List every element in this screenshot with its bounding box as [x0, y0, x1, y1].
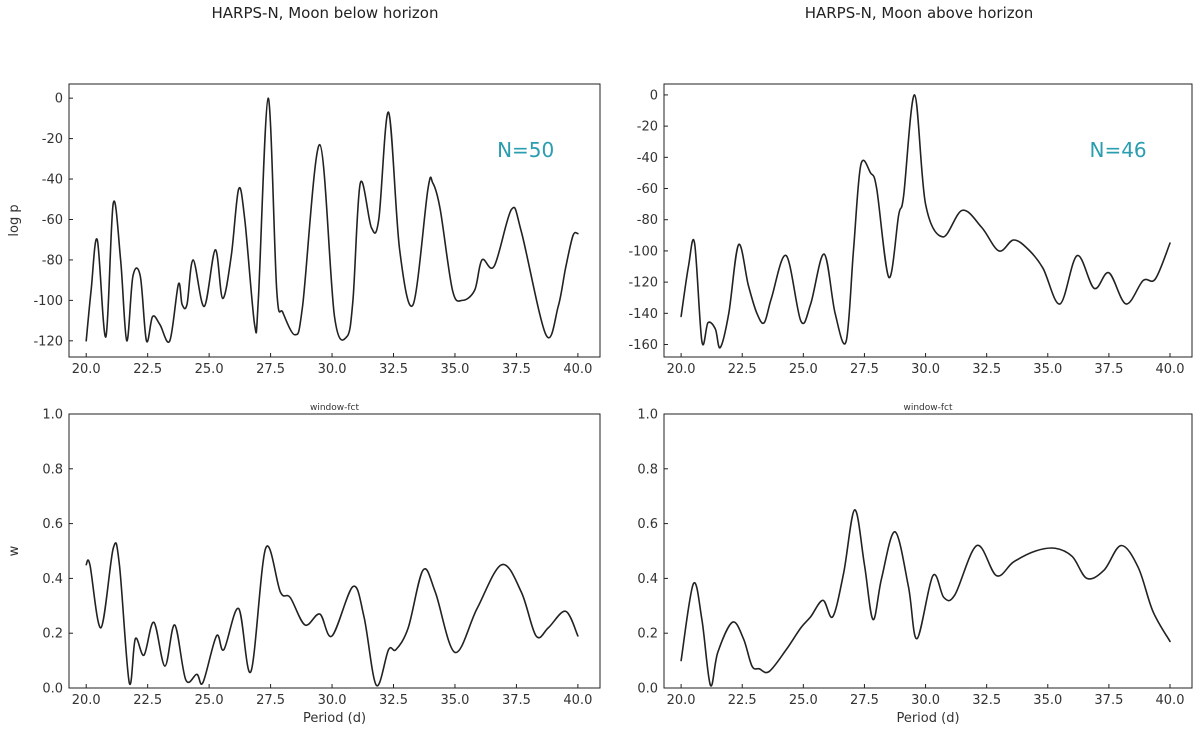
panel-logp-below-xtick-label: 37.5: [502, 362, 531, 377]
panel-window-below-ytick-label: 1.0: [42, 408, 63, 423]
panel-logp-below-ytick-label: 0: [55, 92, 63, 107]
panel-logp-above-annotation: N=46: [1089, 138, 1146, 162]
panel-logp-above-xtick-label: 32.5: [972, 362, 1001, 377]
panel-logp-below-xtick-label: 20.0: [72, 362, 101, 377]
panel-logp-below-xtick-label: 25.0: [195, 362, 224, 377]
panel-window-below-xtick-label: 35.0: [440, 693, 469, 708]
panel-window-above-ytick-label: 1.0: [637, 408, 658, 423]
panel-logp-below-xtick-label: 30.0: [318, 362, 347, 377]
panel-window-above-ytick-label: 0.0: [637, 682, 658, 697]
panel-window-below-xtick-label: 27.5: [256, 693, 285, 708]
panel-logp-above-ytick-label: 0: [650, 88, 658, 103]
panel-logp-above-xtick-label: 20.0: [667, 362, 696, 377]
panel-logp-below-xtick-label: 27.5: [256, 362, 285, 377]
panel-window-above-xtick-label: 32.5: [972, 693, 1001, 708]
panel-logp-below-frame: [68, 83, 601, 358]
panel-window-below-xtick-label: 25.0: [195, 693, 224, 708]
panel-window-below-title: window-fct: [310, 403, 360, 413]
panel-window-above-xtick-label: 37.5: [1094, 693, 1123, 708]
panel-window-below-ytick-label: 0.6: [42, 517, 63, 532]
panel-window-below-xtick-label: 30.0: [318, 693, 347, 708]
panel-logp-above-ytick-label: -60: [637, 182, 658, 197]
panel-window-below: 20.0 22.5 25.0 27.5 30.0 32.5 35.0 37.5 40.0 0.0 0…: [7, 403, 601, 726]
panel-logp-below-series-line: [85, 97, 579, 344]
panel-logp-above-xtick-label: 35.0: [1033, 362, 1062, 377]
panel-window-below-xtick-label: 22.5: [133, 693, 162, 708]
panel-logp-below-xtick-label: 35.0: [440, 362, 469, 377]
panel-logp-below-ytick-label: -80: [42, 253, 63, 268]
panel-window-above-xtick-label: 27.5: [850, 693, 879, 708]
panel-logp-above-ytick-label: -160: [628, 338, 658, 353]
panel-logp-above-xtick-label: 27.5: [850, 362, 879, 377]
panel-logp-above-frame: [663, 83, 1193, 358]
panel-window-below-ytick-label: 0.8: [42, 462, 63, 477]
panel-logp-below-ytick-label: -120: [33, 334, 63, 349]
panel-window-below-ytick-label: 0.2: [42, 627, 63, 642]
panel-logp-above-ytick-label: -120: [628, 276, 658, 291]
panel-logp-below-ytick-label: -60: [42, 213, 63, 228]
panel-window-above-xtick-label: 40.0: [1156, 693, 1185, 708]
panel-window-below-ytick-label: 0.4: [42, 572, 63, 587]
panel-logp-above-xtick-label: 30.0: [911, 362, 940, 377]
panel-window-below-xtick-label: 20.0: [72, 693, 101, 708]
panel-logp-above-ytick-label: -100: [628, 244, 658, 259]
panel-logp-below: 20.0 22.5 25.0 27.5 30.0 32.5 35.0 37.5 40.0 -120…: [7, 83, 601, 377]
panel-window-above-xtick-label: 20.0: [667, 693, 696, 708]
panel-logp-above-xtick-label: 22.5: [728, 362, 757, 377]
panel-logp-below-ytick-label: -100: [33, 294, 63, 309]
panel-logp-below-ytick-label: -40: [42, 173, 63, 188]
panel-window-below-xlabel: Period (d): [303, 711, 366, 726]
panel-window-above-xtick-label: 30.0: [911, 693, 940, 708]
panel-window-above-xtick-label: 22.5: [728, 693, 757, 708]
panel-window-above-ytick-label: 0.4: [637, 572, 658, 587]
panel-window-above: 20.0 22.5 25.0 27.5 30.0 32.5 35.0 37.5 40.0 0.0 0…: [637, 403, 1193, 726]
panel-logp-above-xtick-label: 40.0: [1156, 362, 1185, 377]
panel-window-above-ytick-label: 0.2: [637, 627, 658, 642]
panel-logp-above-xtick-label: 37.5: [1094, 362, 1123, 377]
panel-logp-above-xtick-label: 25.0: [789, 362, 818, 377]
panel-window-below-series-line: [85, 542, 579, 687]
panel-window-above-series-line: [680, 509, 1171, 687]
panel-logp-below-xtick-label: 40.0: [563, 362, 592, 377]
column-title-right: HARPS-N, Moon above horizon: [805, 4, 1034, 22]
panel-logp-above-ytick-label: -140: [628, 307, 658, 322]
column-title-left: HARPS-N, Moon below horizon: [212, 4, 439, 22]
panel-window-below-xtick-label: 32.5: [379, 693, 408, 708]
panel-window-above-ytick-label: 0.6: [637, 517, 658, 532]
panel-logp-below-xtick-label: 32.5: [379, 362, 408, 377]
panel-window-below-ytick-label: 0.0: [42, 682, 63, 697]
panel-logp-above-ytick-label: -80: [637, 213, 658, 228]
panel-window-above-ytick-label: 0.8: [637, 462, 658, 477]
panel-window-above-xlabel: Period (d): [896, 711, 959, 726]
panel-logp-above-ytick-label: -20: [637, 120, 658, 135]
panel-window-below-ylabel: w: [7, 545, 22, 556]
panel-logp-below-ylabel: log p: [7, 204, 22, 236]
panel-window-above-xtick-label: 25.0: [789, 693, 818, 708]
panel-window-below-xtick-label: 37.5: [502, 693, 531, 708]
panel-window-below-frame: [68, 413, 601, 689]
panel-window-above-xtick-label: 35.0: [1033, 693, 1062, 708]
panel-logp-below-annotation: N=50: [497, 138, 554, 162]
panel-window-below-xtick-label: 40.0: [563, 693, 592, 708]
panel-window-above-frame: [663, 413, 1193, 689]
panel-logp-below-xtick-label: 22.5: [133, 362, 162, 377]
panel-logp-above: 20.0 22.5 25.0 27.5 30.0 32.5 35.0 37.5 40.0 -160…: [628, 83, 1193, 377]
panel-logp-above-series-line: [680, 94, 1171, 349]
panel-logp-below-ytick-label: -20: [42, 132, 63, 147]
panel-window-above-title: window-fct: [903, 403, 953, 413]
panel-logp-above-ytick-label: -40: [637, 151, 658, 166]
